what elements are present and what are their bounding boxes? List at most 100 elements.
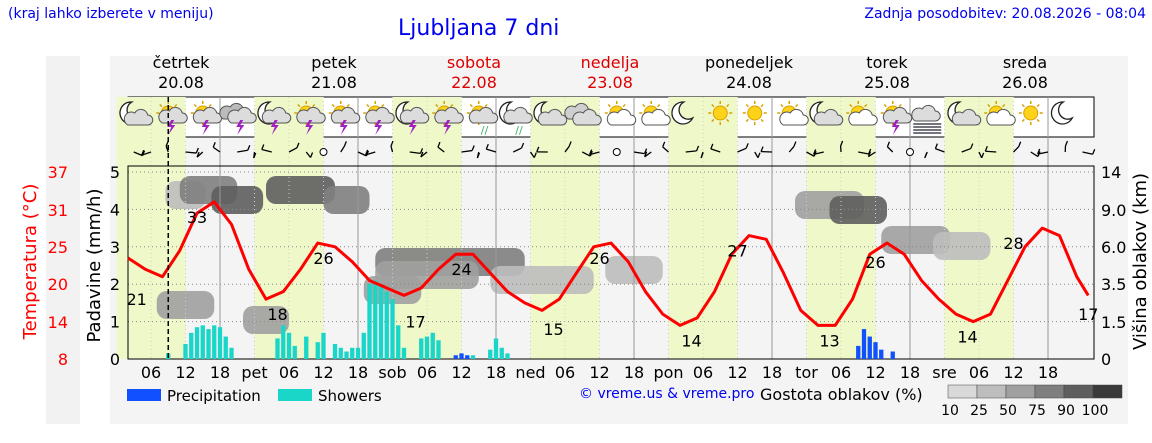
cloud-tick-label: 3.5 bbox=[1101, 275, 1126, 294]
showers-bar bbox=[505, 353, 510, 359]
weather-fog-icon bbox=[911, 104, 942, 134]
wind-barb-flag bbox=[840, 140, 844, 147]
weather-sun-icon bbox=[742, 101, 767, 125]
x-tick-label: 06 bbox=[417, 363, 437, 382]
wind-barb-flag bbox=[745, 143, 749, 149]
legend-label: Precipitation bbox=[167, 387, 261, 405]
wind-barb-icon bbox=[237, 149, 248, 153]
wind-barb-icon bbox=[886, 146, 894, 153]
showers-bar bbox=[194, 327, 200, 359]
precip-tick-label: 5 bbox=[110, 163, 120, 182]
cloud-tick-label: 9.0 bbox=[1101, 201, 1126, 220]
weather-sun-icon bbox=[708, 101, 733, 125]
wind-calm-icon bbox=[319, 148, 328, 156]
wind-barb-flag bbox=[309, 152, 314, 158]
cloud-legend-swatch bbox=[1063, 384, 1094, 399]
x-tick-label: tor bbox=[795, 363, 818, 382]
day-date-4: 24.08 bbox=[726, 73, 772, 92]
temperature-label: 17 bbox=[405, 313, 425, 332]
day-name-6: sreda bbox=[1003, 53, 1047, 72]
showers-bar bbox=[332, 344, 338, 359]
wind-barb-flag bbox=[343, 141, 347, 147]
weather-moon-icon bbox=[1050, 101, 1074, 125]
cloud-legend-swatch bbox=[1005, 384, 1036, 399]
showers-bar bbox=[436, 340, 441, 359]
wind-barb-flag bbox=[589, 149, 593, 155]
temperature-label: 15 bbox=[543, 320, 563, 339]
precipitation-bar bbox=[459, 353, 464, 359]
showers-bar bbox=[281, 325, 286, 359]
showers-bar bbox=[229, 347, 234, 359]
precipitation-bar bbox=[861, 329, 867, 359]
wind-barb-flag bbox=[365, 149, 369, 156]
precip-tick-label: 1 bbox=[110, 313, 120, 332]
cloud-legend-swatch bbox=[947, 384, 978, 399]
wind-barb-icon bbox=[788, 146, 795, 153]
wind-calm-icon bbox=[612, 148, 621, 156]
showers-bar bbox=[401, 347, 407, 359]
precip-tick-label: 2 bbox=[110, 275, 120, 294]
showers-bar bbox=[396, 325, 401, 359]
plot-frame bbox=[127, 165, 1095, 360]
wind-barb-flag bbox=[196, 151, 200, 158]
legend-swatch bbox=[127, 389, 161, 401]
temperature-label: 24 bbox=[451, 260, 471, 279]
showers-bar bbox=[292, 345, 297, 359]
wind-barb-icon bbox=[581, 151, 591, 157]
wind-barb-icon bbox=[461, 149, 473, 153]
x-tick-label: sre bbox=[932, 363, 956, 382]
x-tick-label: 12 bbox=[589, 363, 609, 382]
temperature-label: 21 bbox=[126, 290, 146, 309]
x-tick-label: 12 bbox=[727, 363, 747, 382]
wind-barb-icon bbox=[858, 151, 869, 155]
wind-barb-icon bbox=[141, 151, 152, 156]
cloud-tick-label: 0 bbox=[1101, 350, 1111, 369]
weather-sun-cloud-icon bbox=[984, 101, 1016, 126]
precipitation-bar bbox=[453, 355, 458, 359]
cloud-legend-swatch bbox=[976, 384, 1007, 399]
cloud-legend-label: 75 bbox=[1028, 403, 1046, 419]
cloud-density-patch bbox=[933, 232, 991, 260]
precipitation-bar bbox=[465, 355, 470, 359]
wind-barb-icon bbox=[529, 151, 535, 158]
temp-tick-label: 25 bbox=[48, 238, 68, 257]
showers-bar bbox=[493, 338, 499, 359]
wind-barb-icon bbox=[390, 145, 394, 153]
showers-bar bbox=[189, 332, 194, 359]
showers-bar bbox=[206, 329, 211, 359]
showers-bar bbox=[384, 291, 389, 359]
wind-barb-flag bbox=[195, 147, 199, 154]
temperature-label: 17 bbox=[1078, 305, 1098, 324]
wind-barb-flag bbox=[253, 152, 257, 159]
weather-moon-cloud-icon bbox=[119, 101, 154, 126]
wind-barb-icon bbox=[589, 151, 600, 156]
legend-label: Showers bbox=[318, 387, 382, 405]
showers-bar bbox=[424, 336, 430, 359]
last-update: Zadnja posodobitev: 20.08.2026 - 08:04 bbox=[864, 6, 1146, 22]
daylight-band bbox=[530, 97, 600, 359]
showers-bar bbox=[350, 347, 355, 359]
wind-barb-flag bbox=[1064, 140, 1069, 147]
showers-bar bbox=[344, 351, 349, 359]
daylight-band bbox=[668, 97, 738, 359]
cloud-axis-label: Višina oblakov (km) bbox=[1130, 173, 1151, 350]
precip-tick-label: 4 bbox=[110, 200, 120, 219]
wind-barb-flag bbox=[520, 142, 525, 149]
wind-barb-flag bbox=[419, 148, 424, 154]
credit-link[interactable]: © vreme.us & vreme.pro bbox=[579, 386, 755, 402]
weather-sun-thunder-icon bbox=[294, 101, 326, 135]
weather-sun-thunder-icon bbox=[190, 101, 223, 135]
weather-sun-cloud-icon bbox=[777, 101, 809, 126]
wind-barb-icon bbox=[737, 147, 747, 153]
x-tick-label: 06 bbox=[693, 363, 713, 382]
wind-barb-icon bbox=[754, 151, 759, 159]
precipitation-bar bbox=[873, 342, 878, 359]
precipitation-bar bbox=[890, 351, 895, 359]
temperature-label: 14 bbox=[681, 331, 701, 350]
showers-bar bbox=[223, 336, 228, 359]
svg-text://: // bbox=[515, 124, 523, 137]
showers-bar bbox=[390, 299, 395, 359]
x-tick-label: 18 bbox=[210, 363, 230, 382]
wind-barb-icon bbox=[978, 151, 983, 159]
showers-bar bbox=[275, 338, 280, 359]
